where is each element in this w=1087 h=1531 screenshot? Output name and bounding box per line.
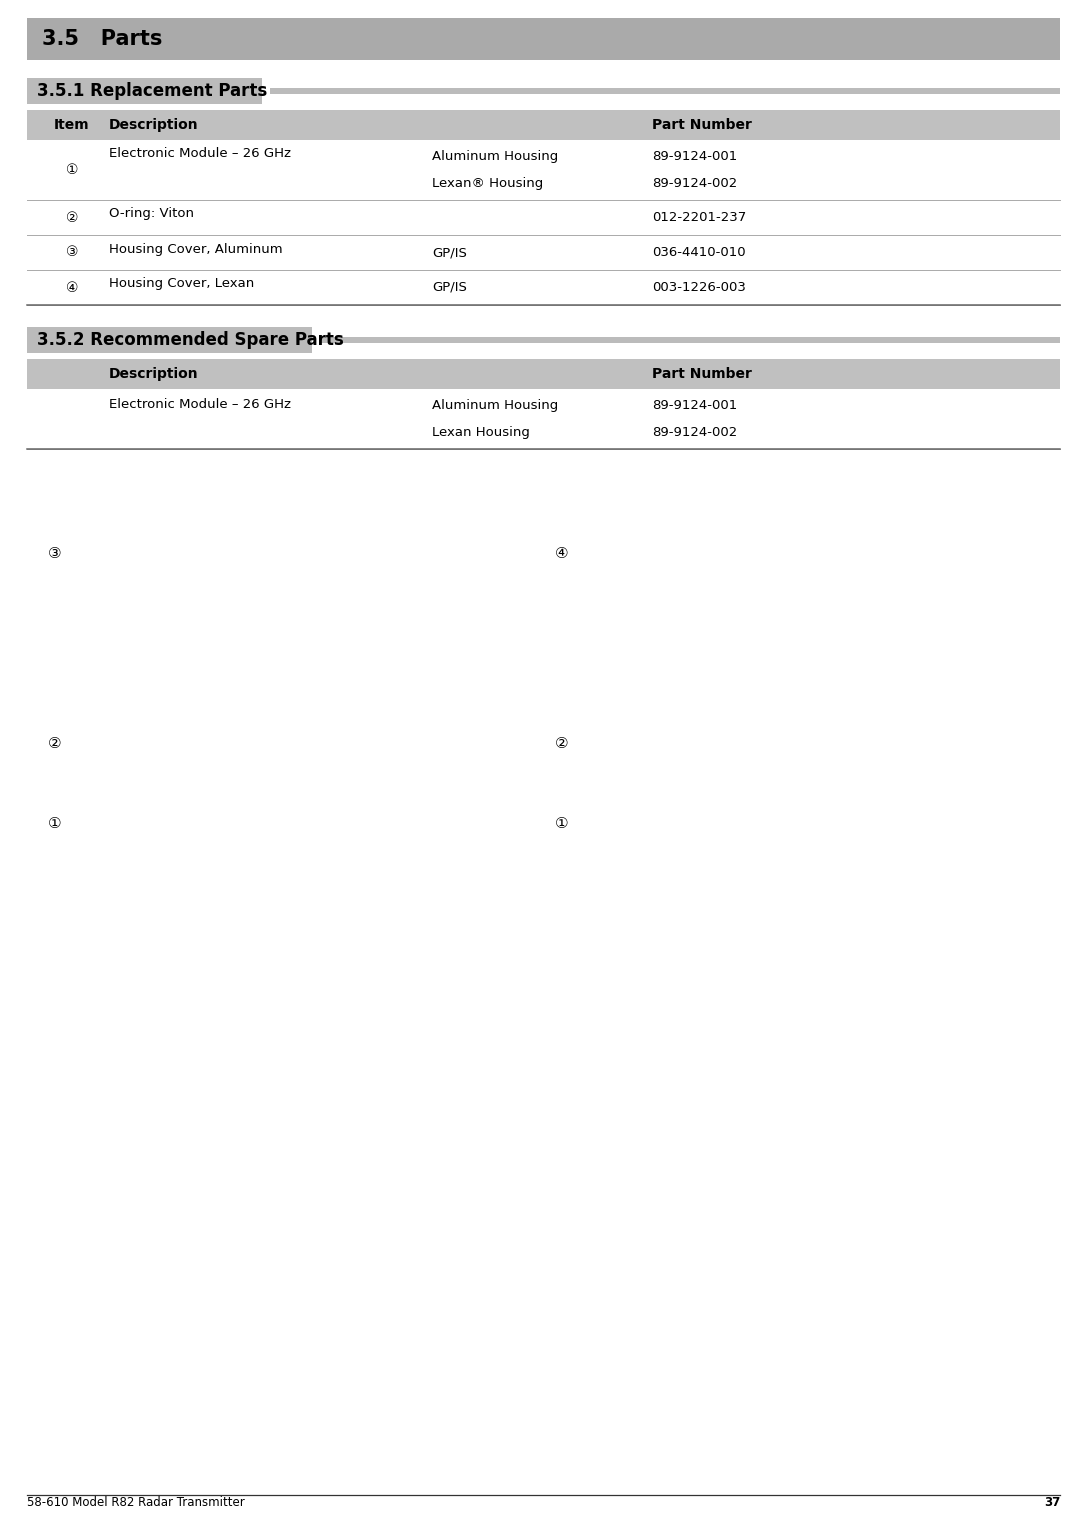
- FancyBboxPatch shape: [27, 328, 312, 354]
- Text: O-ring: Viton: O-ring: Viton: [109, 208, 193, 220]
- Text: Description: Description: [109, 118, 199, 132]
- Text: 036-4410-010: 036-4410-010: [652, 246, 746, 259]
- Text: ③: ③: [48, 547, 62, 562]
- Text: Lexan Housing: Lexan Housing: [432, 426, 529, 439]
- Text: 012-2201-237: 012-2201-237: [652, 211, 747, 224]
- Text: Item: Item: [54, 118, 90, 132]
- Text: Housing Cover, Aluminum: Housing Cover, Aluminum: [109, 242, 283, 256]
- FancyBboxPatch shape: [320, 337, 1060, 343]
- Text: Lexan® Housing: Lexan® Housing: [432, 176, 544, 190]
- Text: 3.5   Parts: 3.5 Parts: [42, 29, 162, 49]
- Text: ①: ①: [65, 162, 78, 178]
- Text: 003-1226-003: 003-1226-003: [652, 282, 746, 294]
- Text: ①: ①: [555, 816, 569, 831]
- FancyBboxPatch shape: [27, 78, 262, 104]
- Text: Aluminum Housing: Aluminum Housing: [432, 150, 559, 164]
- Text: Housing Cover, Lexan: Housing Cover, Lexan: [109, 277, 254, 291]
- Text: ①: ①: [48, 816, 62, 831]
- FancyBboxPatch shape: [27, 358, 1060, 389]
- FancyBboxPatch shape: [27, 110, 1060, 139]
- Text: Electronic Module – 26 GHz: Electronic Module – 26 GHz: [109, 147, 291, 159]
- Text: ④: ④: [555, 547, 569, 562]
- Text: ②: ②: [65, 210, 78, 225]
- Text: ②: ②: [555, 736, 569, 752]
- Text: Part Number: Part Number: [652, 118, 752, 132]
- Text: ②: ②: [48, 736, 62, 752]
- Text: GP/IS: GP/IS: [432, 246, 467, 259]
- Text: 89-9124-002: 89-9124-002: [652, 426, 737, 439]
- Text: 3.5.1 Replacement Parts: 3.5.1 Replacement Parts: [37, 83, 267, 100]
- Text: 37: 37: [1044, 1496, 1060, 1510]
- Text: 3.5.2 Recommended Spare Parts: 3.5.2 Recommended Spare Parts: [37, 331, 343, 349]
- Text: Aluminum Housing: Aluminum Housing: [432, 400, 559, 412]
- Text: GP/IS: GP/IS: [432, 282, 467, 294]
- Text: 89-9124-001: 89-9124-001: [652, 400, 737, 412]
- Text: Electronic Module – 26 GHz: Electronic Module – 26 GHz: [109, 398, 291, 410]
- Text: Part Number: Part Number: [652, 367, 752, 381]
- Text: 89-9124-001: 89-9124-001: [652, 150, 737, 164]
- Text: 89-9124-002: 89-9124-002: [652, 176, 737, 190]
- Text: Description: Description: [109, 367, 199, 381]
- FancyBboxPatch shape: [270, 89, 1060, 93]
- FancyBboxPatch shape: [27, 18, 1060, 60]
- Text: ④: ④: [65, 280, 78, 294]
- Text: ③: ③: [65, 245, 78, 259]
- Text: 58-610 Model R82 Radar Transmitter: 58-610 Model R82 Radar Transmitter: [27, 1496, 245, 1510]
